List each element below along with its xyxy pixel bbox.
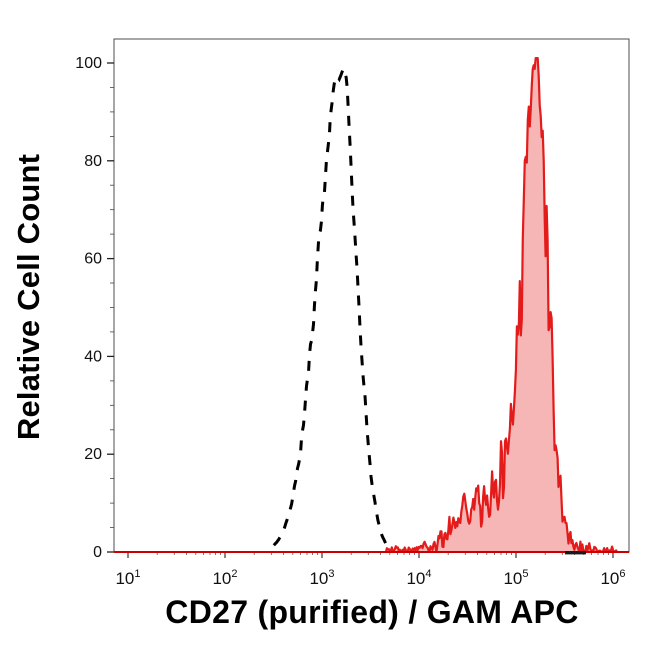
svg-text:40: 40 — [84, 348, 102, 365]
svg-text:103: 103 — [309, 568, 334, 588]
svg-text:60: 60 — [84, 251, 102, 268]
svg-text:80: 80 — [84, 153, 102, 170]
svg-text:20: 20 — [84, 446, 102, 463]
svg-text:102: 102 — [212, 568, 237, 588]
svg-text:104: 104 — [406, 568, 431, 588]
svg-text:105: 105 — [503, 568, 528, 588]
svg-text:100: 100 — [75, 55, 102, 72]
svg-text:101: 101 — [115, 568, 140, 588]
svg-text:106: 106 — [600, 568, 625, 588]
svg-text:0: 0 — [93, 544, 102, 561]
